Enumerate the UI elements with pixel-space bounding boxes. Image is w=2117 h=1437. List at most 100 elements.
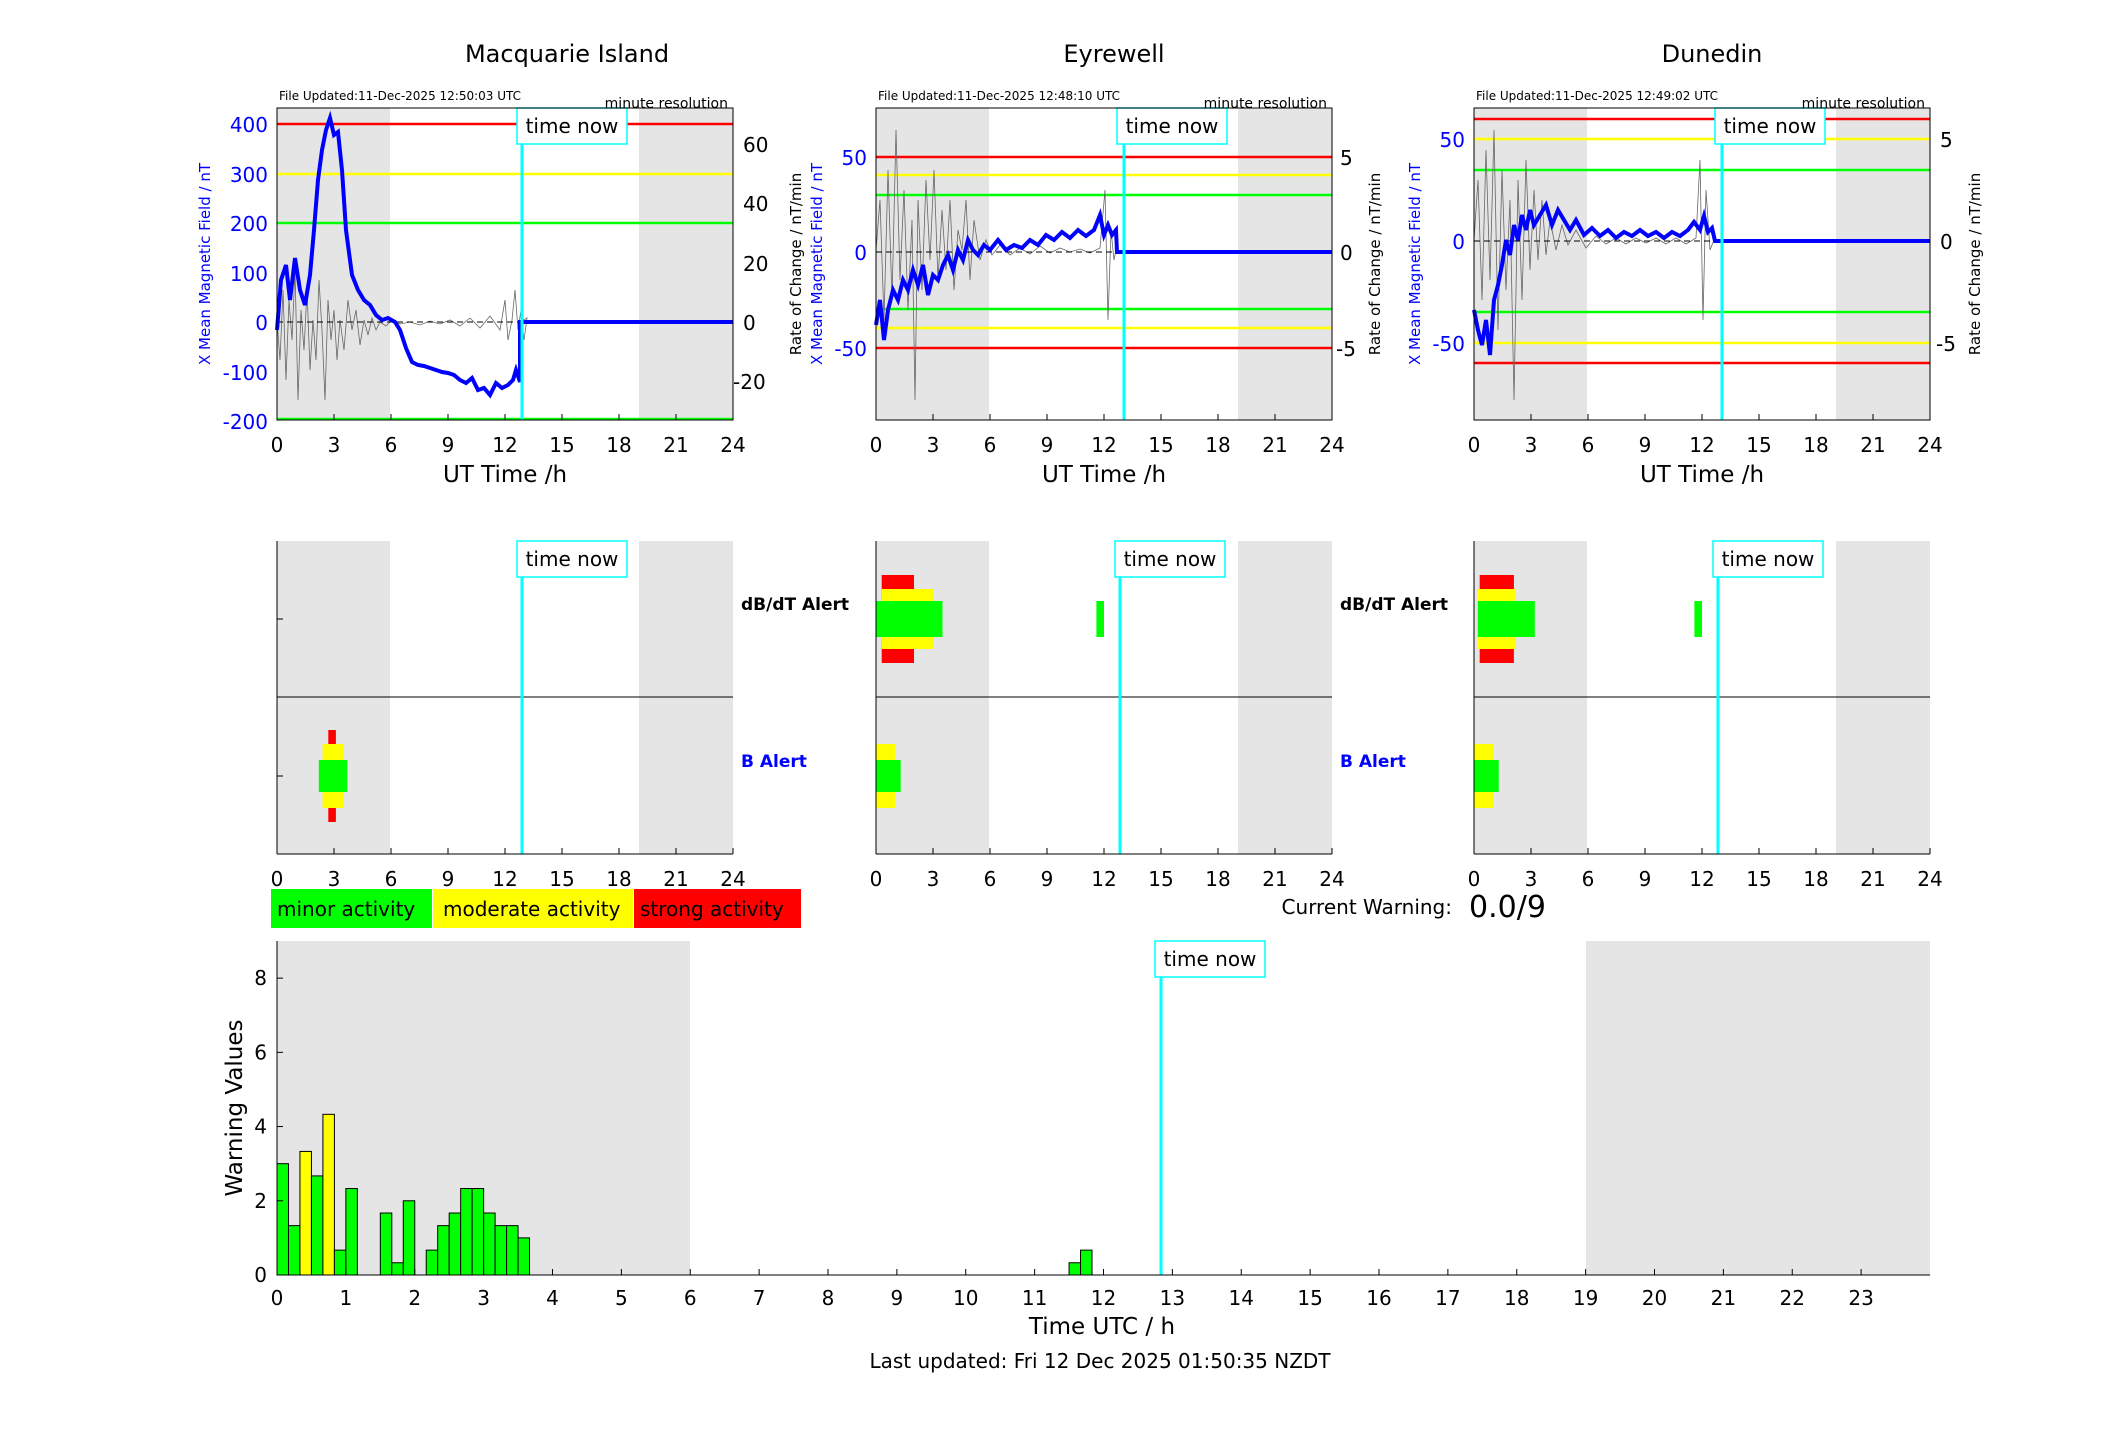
time-now-label: time now — [1164, 947, 1257, 971]
x-tick-label: 6 — [1582, 433, 1595, 457]
current-warning-value: 0.0/9 — [1469, 890, 1546, 925]
x-tick-label: 0 — [271, 1286, 284, 1310]
legend-moderate-swatch — [433, 889, 633, 928]
y-tick: 0 — [854, 241, 867, 265]
warning-bar — [1080, 1249, 1093, 1276]
y-tick: 0 — [255, 311, 268, 335]
station-title-dunedin: Dunedin — [1662, 40, 1763, 68]
x-tick-label: 3 — [1525, 433, 1538, 457]
x-tick-label: 18 — [1504, 1286, 1529, 1310]
ut-xlabel-eyrewell: UT Time /h — [1042, 462, 1166, 488]
x-tick-label: 21 — [1860, 867, 1885, 891]
left-axis-ticks: 50 0 -50 — [834, 146, 867, 361]
b-alert-label: B Alert — [741, 752, 807, 772]
field-x-axis-ticks: 0 3 6 9 12 15 18 21 24 0 3 6 9 12 15 18 21 24 0 3 6 9 12 15 18 21… — [271, 414, 1943, 457]
ut-xlabel-macquarie: UT Time /h — [443, 462, 567, 488]
x-mean-field-line — [874, 208, 1332, 341]
x-tick-label: 18 — [606, 867, 631, 891]
y-tick: 100 — [230, 262, 268, 286]
time-now-box — [516, 540, 628, 578]
time-now-box — [516, 107, 628, 145]
left-axis-label: X Mean Magnetic Field / nT — [1406, 162, 1424, 365]
y2-tick: 0 — [1940, 230, 1953, 254]
x-tick-label: 19 — [1573, 1286, 1598, 1310]
x-tick-label: 3 — [1525, 867, 1538, 891]
eyrewell-alert-panel: time now — [875, 540, 1332, 855]
alert-x-axis-ticks: 0 3 6 9 12 15 18 21 24 0 3 6 9 12 15 18 21 24 0 3 6 9 12 15 18 21… — [271, 848, 1943, 891]
eyrewell-field-panel: time now File Updated:11-Dec-2025 12:48:… — [808, 89, 1384, 421]
dbdt-alert-label: dB/dT Alert — [741, 595, 849, 615]
y-tick: 50 — [842, 146, 867, 170]
x-tick-label: 24 — [1319, 867, 1344, 891]
x-tick-label: 6 — [684, 1286, 697, 1310]
y2-tick: 5 — [1340, 146, 1353, 170]
right-axis-ticks: 5 0 -5 — [1336, 146, 1356, 361]
y-tick: -50 — [834, 337, 867, 361]
warning-bar — [448, 1212, 462, 1276]
x-tick-label: 0 — [271, 433, 284, 457]
x-tick-label: 12 — [1091, 867, 1116, 891]
y2-tick: 0 — [743, 311, 756, 335]
time-now-label: time now — [1124, 547, 1217, 571]
x-tick-label: 15 — [1297, 1286, 1322, 1310]
right-axis-ticks: 5 0 -5 — [1936, 128, 1956, 356]
warning-bar — [287, 1225, 301, 1276]
ut-xlabel-dunedin: UT Time /h — [1640, 462, 1764, 488]
y2-tick: 20 — [743, 252, 768, 276]
left-axis-label: X Mean Magnetic Field / nT — [196, 162, 214, 365]
x-tick-label: 4 — [546, 1286, 559, 1310]
x-tick-label: 21 — [1711, 1286, 1736, 1310]
x-tick-label: 6 — [984, 433, 997, 457]
legend-moderate-label: moderate activity — [443, 897, 621, 921]
x-tick-label: 0 — [870, 433, 883, 457]
warning-ylabel: Warning Values — [222, 1019, 248, 1196]
dunedin-field-panel: time now File Updated:11-Dec-2025 12:49:… — [1406, 89, 1984, 421]
x-tick-label: 18 — [1205, 433, 1230, 457]
resolution-label: minute resolution — [1204, 96, 1327, 112]
right-axis-ticks: 60 40 20 0 -20 — [733, 133, 768, 394]
warning-bar — [379, 1212, 393, 1276]
night-shade-early — [876, 108, 989, 420]
y2-tick: 5 — [1940, 128, 1953, 152]
left-axis-ticks: 400 300 200 100 0 -100 -200 — [223, 113, 268, 434]
alert-block-minor — [1096, 601, 1104, 637]
x-tick-label: 24 — [1917, 867, 1942, 891]
resolution-label: minute resolution — [1802, 96, 1925, 112]
warning-bar — [1068, 1262, 1082, 1276]
activity-legend: minor activity moderate activity strong … — [271, 889, 801, 928]
x-tick-label: 9 — [891, 1286, 904, 1310]
x-tick-label: 6 — [1582, 867, 1595, 891]
y-tick: 50 — [1440, 128, 1465, 152]
alert-blocks — [876, 575, 1104, 808]
file-updated: File Updated:11-Dec-2025 12:49:02 UTC — [1476, 89, 1718, 103]
x-tick-label: 12 — [1689, 867, 1714, 891]
x-tick-label: 3 — [477, 1286, 490, 1310]
x-axis-ticks: 0 1 2 3 4 5 6 7 8 9 10 11 12 13 14 15 16 17 18 19 20 21 22 23 — [271, 1269, 1874, 1310]
warning-bar — [299, 1150, 312, 1276]
alert-block-minor — [876, 760, 901, 792]
x-tick-label: 5 — [615, 1286, 628, 1310]
warning-bar — [276, 1163, 289, 1276]
x-tick-label: 21 — [1860, 433, 1885, 457]
x-tick-label: 9 — [1639, 433, 1652, 457]
right-axis-label: Rate of Change / nT/min — [1966, 173, 1984, 355]
macquarie-alert-panel: time now — [276, 540, 733, 855]
x-tick-label: 15 — [1746, 867, 1771, 891]
y2-tick: -5 — [1936, 332, 1956, 356]
x-tick-label: 15 — [549, 867, 574, 891]
resolution-label: minute resolution — [605, 96, 728, 112]
x-tick-label: 21 — [663, 433, 688, 457]
y-tick: -50 — [1432, 332, 1465, 356]
warning-bar — [391, 1262, 404, 1276]
time-now-box — [1114, 540, 1226, 578]
x-tick-label: 12 — [1091, 1286, 1116, 1310]
x-tick-label: 15 — [1746, 433, 1771, 457]
x-tick-label: 18 — [1205, 867, 1230, 891]
y-tick: 200 — [230, 212, 268, 236]
y-tick-label: 4 — [254, 1115, 267, 1139]
x-tick-label: 20 — [1642, 1286, 1667, 1310]
rate-of-change-trace — [875, 129, 1118, 401]
x-tick-label: 11 — [1022, 1286, 1047, 1310]
warning-bar — [517, 1237, 531, 1276]
